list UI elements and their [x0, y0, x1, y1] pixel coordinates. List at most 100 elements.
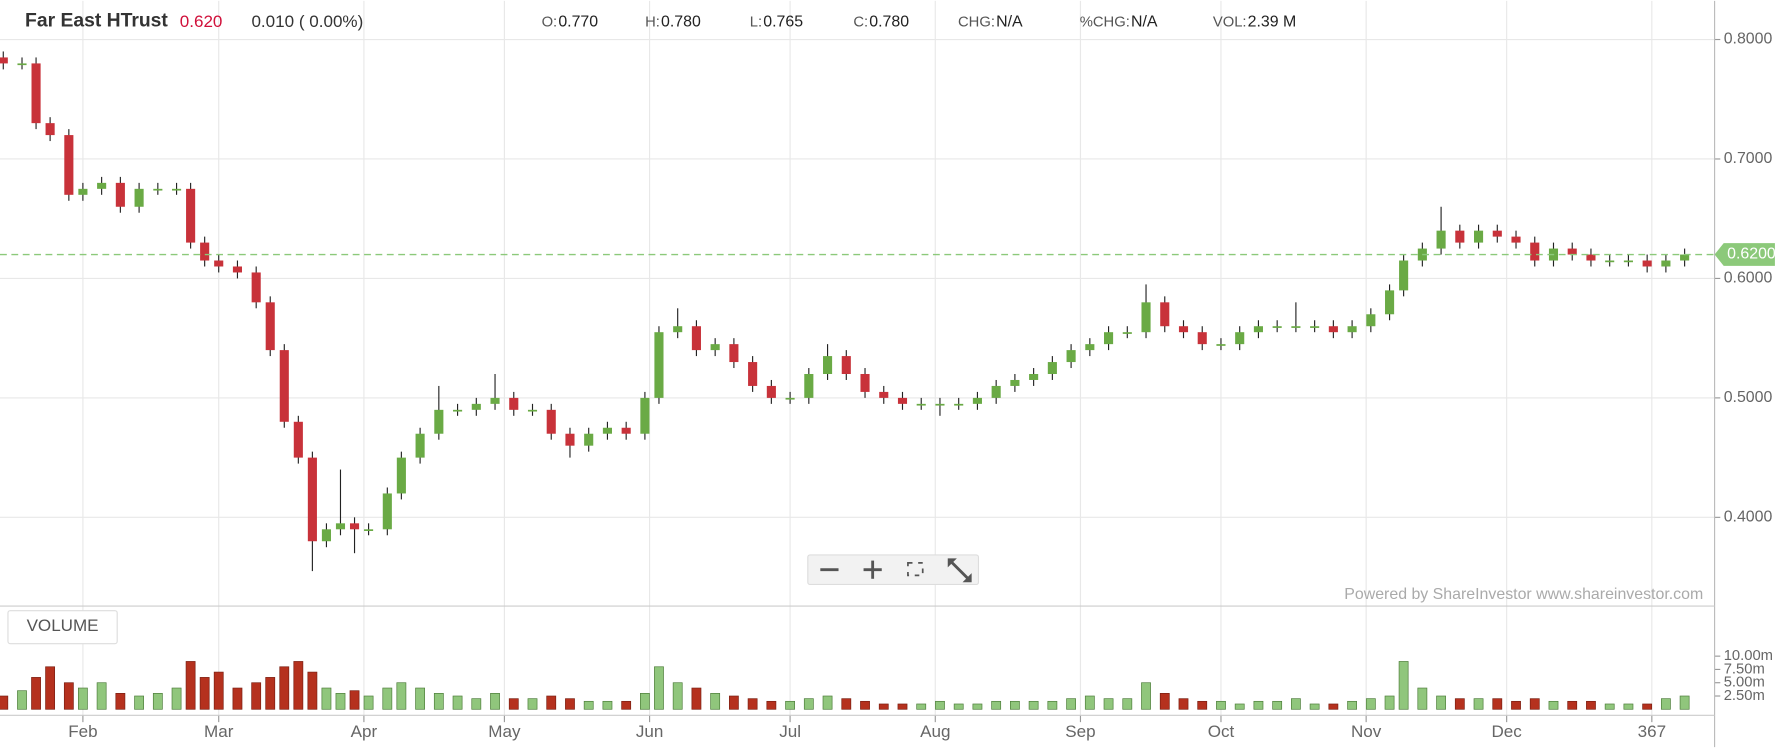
candle-body: [897, 397, 908, 404]
field-value: 0.780: [661, 14, 701, 31]
volume-bar: [251, 682, 262, 710]
candle-body: [823, 356, 833, 374]
candle-body: [172, 188, 182, 191]
volume-bar: [1216, 700, 1226, 710]
candle-body: [396, 457, 406, 494]
field-value: N/A: [996, 14, 1023, 31]
candle-body: [673, 326, 683, 333]
stock-name: Far East HTrust: [25, 9, 168, 31]
y-tick-label: 0.6000: [1724, 270, 1773, 287]
volume-bar: [860, 700, 870, 710]
y-tick-label: 0.7000: [1724, 150, 1773, 167]
candle-body: [766, 385, 776, 398]
candle-body: [1328, 326, 1338, 333]
candle-body: [1642, 260, 1652, 267]
candle-body: [1474, 230, 1484, 243]
candle-body: [1253, 326, 1263, 333]
volume-bar: [152, 693, 163, 710]
volume-bar: [382, 687, 393, 710]
candle-body: [1623, 260, 1633, 263]
candle-body: [293, 421, 303, 458]
volume-bar: [433, 693, 444, 710]
volume-bar: [1365, 698, 1376, 710]
credit: Powered by ShareInvestor www.shareinvest…: [1344, 586, 1703, 603]
volume-bar: [1492, 698, 1503, 710]
candle-body: [153, 188, 163, 191]
candle-body: [471, 403, 481, 410]
zoom-in-button[interactable]: [863, 560, 882, 579]
candle-body: [307, 457, 317, 542]
candle-body: [1385, 290, 1395, 315]
volume-bar: [897, 703, 908, 710]
price-change: 0.010 ( 0.00%): [251, 12, 363, 31]
grid: [0, 0, 1721, 723]
volume-bar: [691, 687, 702, 710]
volume-bar: [1511, 700, 1521, 710]
volume-bar: [672, 682, 683, 710]
candle-body: [954, 403, 964, 406]
volume-bar: [199, 677, 210, 710]
volume-bar: [621, 700, 632, 710]
candle-body: [364, 529, 374, 531]
volume-bar: [1272, 700, 1283, 710]
candle-body: [879, 391, 889, 398]
volume-bar: [171, 687, 182, 710]
volume-bar: [1454, 698, 1465, 710]
candle-body: [1272, 326, 1282, 328]
resize-button[interactable]: [947, 558, 972, 583]
volume-bar: [1417, 687, 1428, 710]
candle-body: [785, 397, 795, 400]
candle-body: [1455, 230, 1465, 243]
candle-body: [1066, 350, 1076, 363]
volume-bar: [63, 682, 74, 710]
volume-bar: [565, 698, 575, 710]
field-label: %CHG:: [1080, 14, 1130, 30]
x-tick-label: Apr: [351, 722, 378, 741]
candle-body: [78, 188, 88, 195]
candle-body: [31, 63, 41, 124]
volume-bar: [1529, 698, 1540, 710]
volume-bar: [0, 695, 9, 710]
candle-body: [186, 188, 196, 243]
volume-bar: [1122, 698, 1133, 710]
volume-bar: [602, 700, 613, 710]
volume-bar: [335, 693, 346, 710]
candle-body: [748, 362, 758, 386]
volume-bar: [232, 687, 243, 710]
volume-bar: [471, 698, 482, 710]
volume-bar: [1047, 700, 1058, 710]
volume-bar: [1623, 703, 1634, 710]
volume-y-tick-label: 2.50m: [1724, 688, 1765, 704]
volume-bar: [96, 682, 107, 710]
volume-bar: [1010, 700, 1020, 710]
field-label: CHG:: [958, 14, 995, 30]
field-label: L:: [750, 14, 762, 30]
volume-bar: [583, 700, 594, 710]
fit-button[interactable]: [907, 562, 924, 577]
volume-bar: [508, 698, 519, 710]
volume-bar: [654, 666, 664, 710]
field-label: C:: [853, 14, 868, 30]
field-value: 0.765: [763, 14, 803, 31]
candle-body: [1029, 373, 1039, 380]
candle-body: [200, 242, 210, 261]
volume-bar: [1347, 700, 1357, 710]
candle-body: [1586, 254, 1596, 261]
candle-body: [860, 373, 870, 392]
candle-body: [1291, 326, 1301, 328]
x-tick-label: Dec: [1491, 722, 1522, 741]
volume-bar: [1436, 695, 1446, 710]
candle-body: [434, 409, 444, 434]
candle-body: [654, 332, 664, 398]
volume-bar: [747, 698, 758, 710]
candle-body: [279, 350, 289, 422]
volume-bar: [17, 690, 27, 710]
candle-body: [1567, 248, 1577, 255]
candle-body: [1235, 332, 1245, 345]
volume-bar: [1473, 698, 1484, 710]
volume-bar: [527, 698, 538, 710]
volume-bar: [1309, 703, 1320, 710]
volume-y-tick-label: 7.50m: [1724, 661, 1765, 677]
candle-body: [527, 409, 538, 412]
